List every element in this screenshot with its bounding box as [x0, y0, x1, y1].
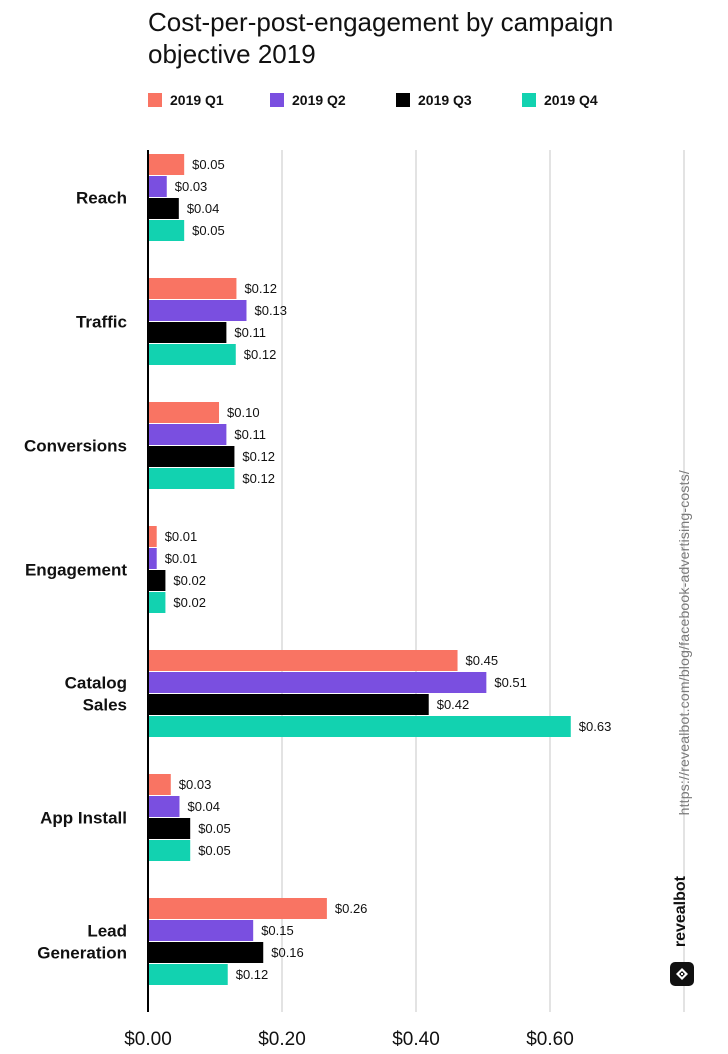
bar-3	[148, 446, 235, 467]
bar-2	[148, 176, 167, 197]
bar-1	[148, 650, 458, 671]
bar-4	[148, 964, 228, 985]
data-label: $0.05	[192, 223, 225, 238]
data-label: $0.05	[192, 157, 225, 172]
bar-4	[148, 840, 191, 861]
bar-4	[148, 220, 185, 241]
data-label: $0.16	[271, 945, 304, 960]
bar-3	[148, 694, 429, 715]
data-label: $0.63	[579, 719, 612, 734]
data-label: $0.12	[236, 967, 269, 982]
category-label: Engagement	[25, 561, 127, 580]
data-label: $0.13	[254, 303, 287, 318]
legend-item: 2019 Q4	[522, 92, 598, 108]
x-tick-label: $0.00	[124, 1029, 172, 1050]
bar-1	[148, 774, 171, 795]
legend-swatch	[396, 93, 410, 107]
legend-item: 2019 Q3	[396, 92, 472, 108]
data-label: $0.12	[244, 281, 277, 296]
bar-2	[148, 796, 180, 817]
bar-2	[148, 300, 247, 321]
category-label: Conversions	[24, 437, 127, 456]
bar-2	[148, 920, 254, 941]
bar-1	[148, 526, 157, 547]
bar-1	[148, 402, 220, 423]
data-label: $0.03	[179, 777, 212, 792]
data-label: $0.12	[244, 347, 277, 362]
bar-2	[148, 672, 487, 693]
source-url[interactable]: https://revealbot.com/blog/facebook-adve…	[676, 470, 692, 816]
bar-1	[148, 154, 185, 175]
data-label: $0.02	[173, 573, 206, 588]
data-label: $0.42	[437, 697, 470, 712]
category-label: App Install	[40, 809, 127, 828]
bar-1	[148, 898, 327, 919]
data-label: $0.15	[261, 923, 294, 938]
legend-label: 2019 Q4	[544, 92, 598, 108]
bar-4	[148, 468, 235, 489]
data-label: $0.05	[198, 821, 231, 836]
bar-1	[148, 278, 237, 299]
bar-4	[148, 344, 236, 365]
bar-3	[148, 818, 191, 839]
data-label: $0.11	[234, 427, 266, 442]
data-label: $0.05	[198, 843, 231, 858]
category-label: Traffic	[76, 313, 127, 332]
legend-label: 2019 Q2	[292, 92, 346, 108]
legend-item: 2019 Q1	[148, 92, 224, 108]
bar-3	[148, 942, 264, 963]
data-label: $0.03	[175, 179, 208, 194]
category-label: Generation	[37, 944, 127, 963]
data-label: $0.26	[335, 901, 368, 916]
data-label: $0.11	[234, 325, 266, 340]
chart-legend: 2019 Q1 2019 Q2 2019 Q3 2019 Q4	[148, 92, 668, 116]
legend-swatch	[522, 93, 536, 107]
bar-3	[148, 570, 166, 591]
data-label: $0.12	[242, 471, 275, 486]
data-label: $0.10	[227, 405, 260, 420]
bar-2	[148, 424, 227, 445]
legend-swatch	[270, 93, 284, 107]
data-label: $0.51	[494, 675, 527, 690]
data-label: $0.02	[173, 595, 206, 610]
legend-label: 2019 Q1	[170, 92, 224, 108]
legend-item: 2019 Q2	[270, 92, 346, 108]
x-tick-label: $0.40	[392, 1029, 440, 1050]
data-label: $0.12	[242, 449, 275, 464]
category-label: Catalog	[65, 674, 127, 693]
category-label: Reach	[76, 189, 127, 208]
data-label: $0.45	[466, 653, 499, 668]
data-label: $0.01	[165, 551, 198, 566]
legend-label: 2019 Q3	[418, 92, 472, 108]
bar-3	[148, 198, 179, 219]
chart-title: Cost-per-post-engagement by campaign obj…	[148, 7, 614, 69]
brand-name: revealbot	[672, 876, 689, 948]
bar-4	[148, 716, 571, 737]
x-tick-label: $0.20	[258, 1029, 306, 1050]
bar-4	[148, 592, 166, 613]
legend-swatch	[148, 93, 162, 107]
revealbot-icon	[670, 962, 694, 986]
bar-3	[148, 322, 227, 343]
category-label: Lead	[87, 922, 127, 941]
data-label: $0.04	[187, 201, 220, 216]
data-label: $0.04	[187, 799, 220, 814]
category-label: Sales	[83, 696, 127, 715]
x-tick-label: $0.60	[526, 1029, 574, 1050]
bar-2	[148, 548, 157, 569]
brand-logo: revealbot	[670, 876, 696, 986]
data-label: $0.01	[165, 529, 198, 544]
